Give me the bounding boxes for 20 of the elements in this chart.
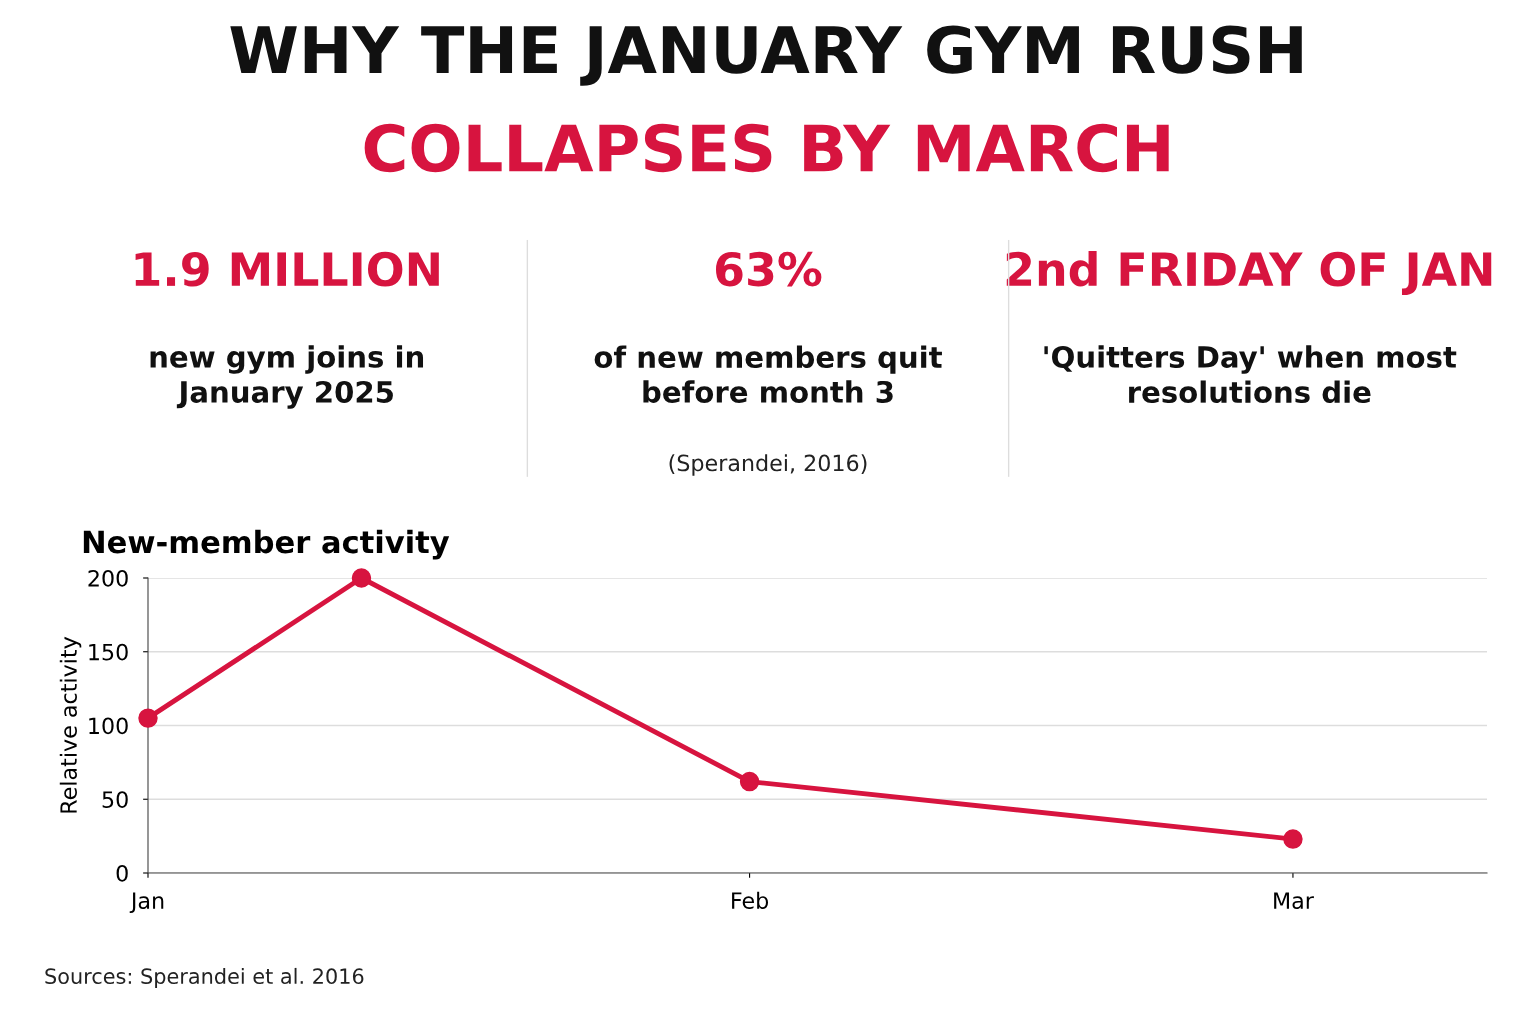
text: COLLAPSES BY MARCH xyxy=(364,123,1169,173)
y-axis-title: Relative activity xyxy=(59,636,82,813)
text: 63% xyxy=(715,251,822,287)
x-tick-label: Jan xyxy=(129,892,164,914)
text: (Sperandei, 2016) xyxy=(669,454,867,476)
y-tick-label: 50 xyxy=(102,791,128,809)
y-tick-label: 0 xyxy=(116,864,128,882)
y-tick-label: 150 xyxy=(89,643,128,661)
x-tick-label: Feb xyxy=(732,891,769,909)
y-tick-label: 100 xyxy=(89,717,128,735)
x-tick-label: Mar xyxy=(1274,892,1314,909)
text: WHY THE JANUARY GYM RUSH xyxy=(230,25,1302,86)
text: 2nd FRIDAY OF JAN xyxy=(1006,251,1492,296)
chart-title: New-member activity xyxy=(83,529,450,560)
text: 'Quitters Day' when most resolutions die xyxy=(1044,345,1457,404)
text: 1.9 MILLION xyxy=(135,251,439,287)
source-note: Sources: Sperandei et al. 2016 xyxy=(45,967,364,989)
text: of new members quit before month 3 xyxy=(594,345,942,403)
text: new gym joins in January 2025 xyxy=(150,345,424,409)
y-tick-label: 200 xyxy=(88,569,128,587)
